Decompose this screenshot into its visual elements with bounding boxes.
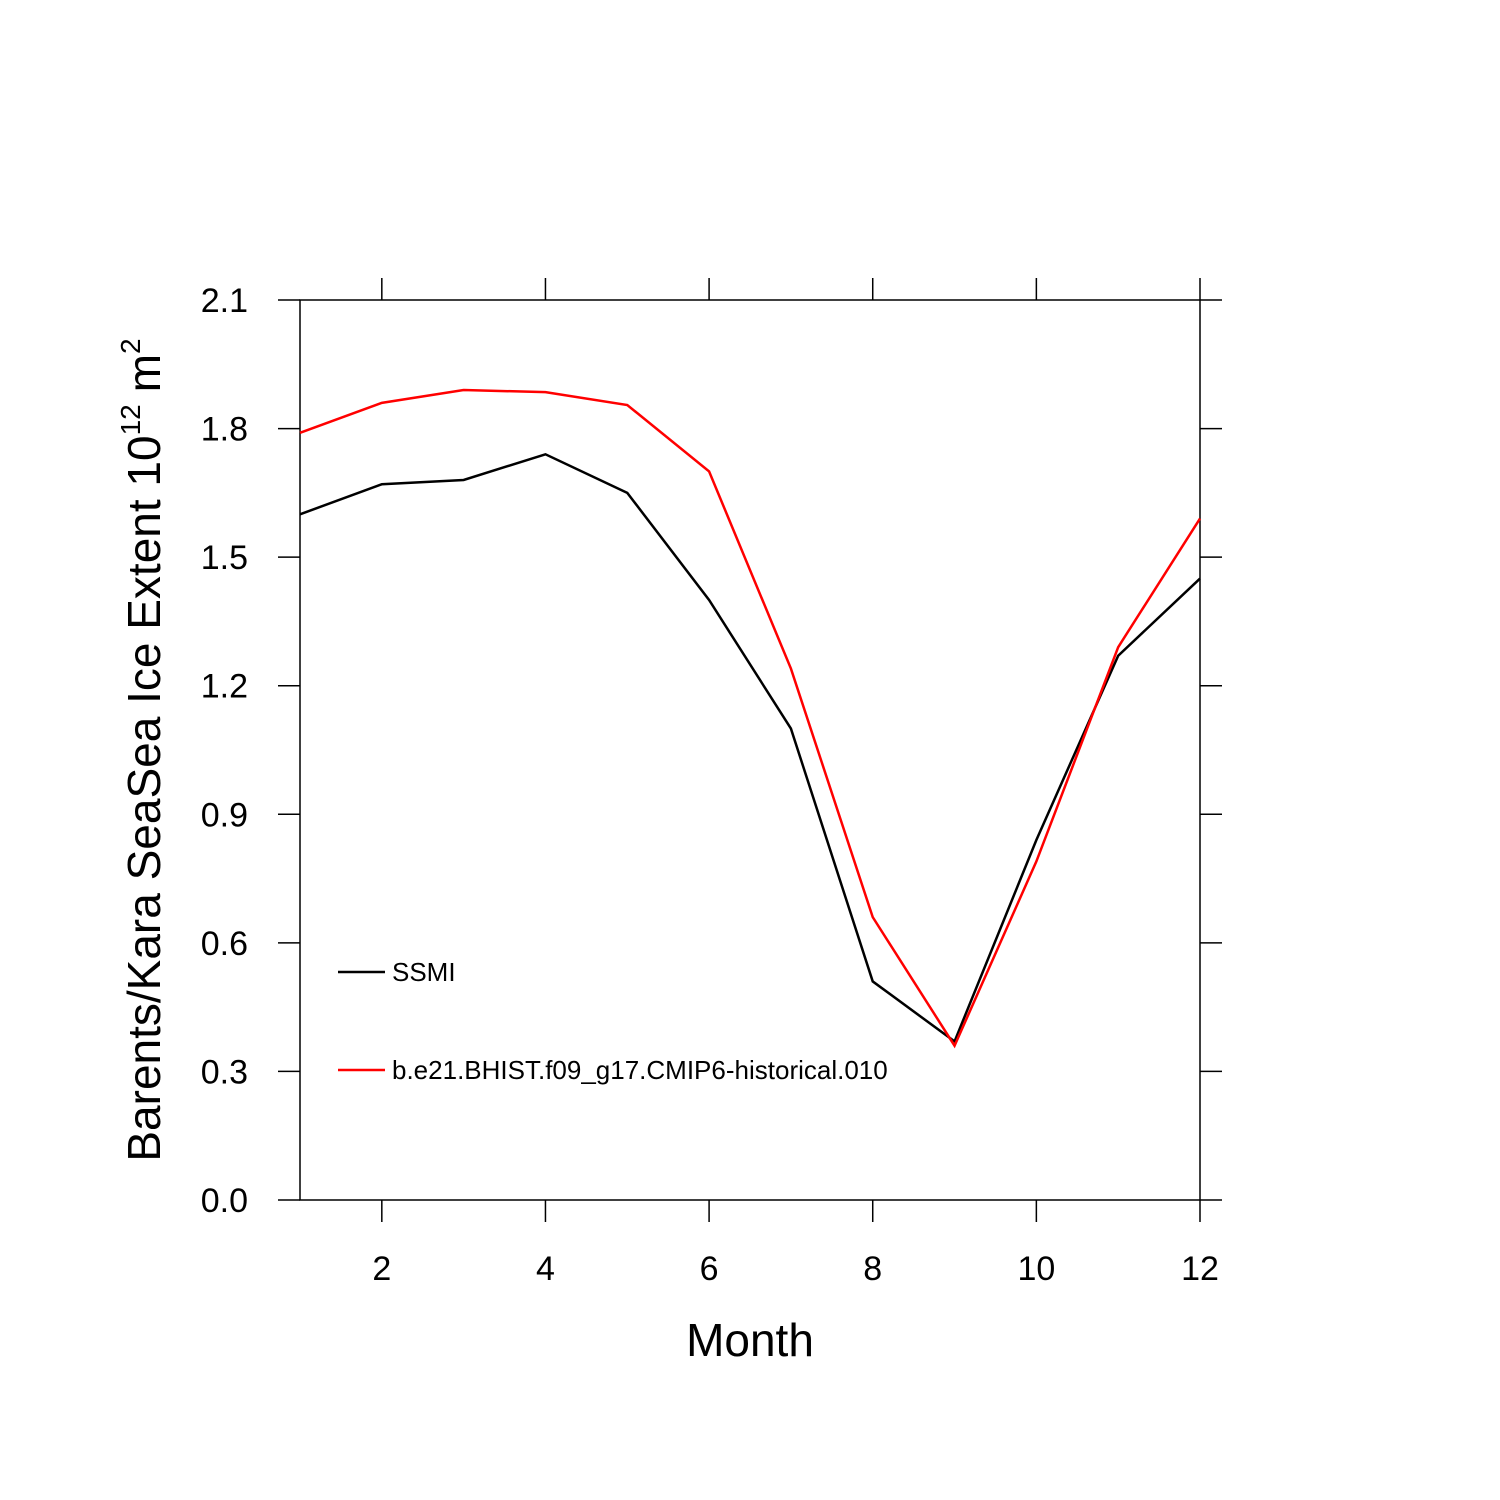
legend-label: b.e21.BHIST.f09_g17.CMIP6-historical.010	[392, 1055, 888, 1085]
y-axis-title-text: Barents/Kara SeaSea Ice Extent 10	[118, 435, 170, 1161]
y-axis-title-unit-exponent: 2	[115, 338, 146, 354]
x-tick-label: 6	[700, 1250, 719, 1288]
x-tick-label: 4	[536, 1250, 555, 1288]
y-tick-label: 0.6	[201, 925, 248, 963]
x-tick-label: 8	[863, 1250, 882, 1288]
y-tick-label: 1.2	[201, 668, 248, 706]
x-tick-label: 10	[1017, 1250, 1055, 1288]
y-tick-label: 1.8	[201, 411, 248, 449]
y-axis-title-unit: m	[118, 354, 170, 392]
y-tick-label: 2.1	[201, 282, 248, 320]
series-line	[299, 452, 1201, 1044]
y-axis-title-exponent: 12	[115, 404, 146, 435]
x-tick-label: 2	[372, 1250, 391, 1288]
legend-label: SSMI	[392, 957, 456, 987]
y-tick-label: 0.9	[201, 796, 248, 834]
plot-frame	[299, 299, 1201, 1201]
y-tick-label: 1.5	[201, 539, 248, 577]
x-tick-label: 12	[1181, 1250, 1219, 1288]
y-tick-label: 0.3	[201, 1053, 248, 1091]
y-axis-title: Barents/Kara SeaSea Ice Extent 1012 m2	[115, 338, 170, 1161]
x-axis-title: Month	[686, 1314, 814, 1366]
series-line	[299, 388, 1202, 1049]
y-tick-label: 0.0	[201, 1182, 248, 1220]
